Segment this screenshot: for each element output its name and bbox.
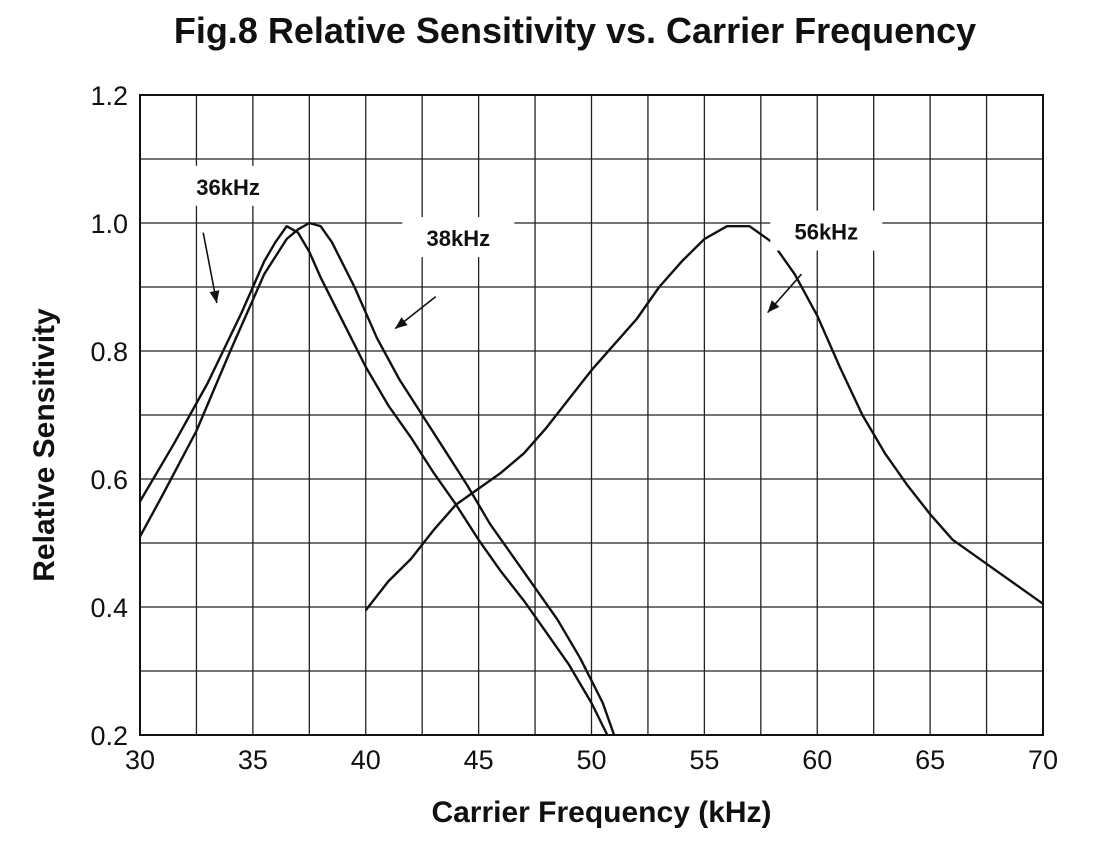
annotation-box	[770, 210, 883, 251]
x-tick-label: 55	[689, 745, 719, 775]
y-tick-label: 0.2	[90, 721, 128, 751]
annotation-box	[402, 217, 515, 257]
annotation-arrowhead	[209, 290, 220, 303]
series-annotation-label: 56kHz	[794, 220, 858, 245]
x-tick-label: 65	[915, 745, 945, 775]
y-tick-label: 0.8	[90, 337, 128, 367]
series-line-36kHz	[138, 224, 609, 736]
x-tick-label: 50	[576, 745, 606, 775]
grid-layer	[140, 95, 1043, 735]
y-tick-label: 0.4	[90, 593, 128, 623]
y-tick-label: 1.2	[90, 81, 128, 111]
annotation-arrowhead	[767, 300, 780, 313]
x-tick-label: 35	[238, 745, 268, 775]
series-layer	[138, 221, 1044, 736]
chart-title: Fig.8 Relative Sensitivity vs. Carrier F…	[173, 10, 977, 51]
x-tick-label: 60	[802, 745, 832, 775]
y-tick-label: 1.0	[90, 209, 128, 239]
plot-frame	[139, 94, 1044, 736]
y-tick-label: 0.6	[90, 465, 128, 495]
series-annotation-label: 38kHz	[427, 226, 491, 251]
tick-layer: 30 35 40 45 50 55 60 65 70 0.2 0.4 0.6 0.8 1.0 1.2	[90, 81, 1058, 775]
x-tick-label: 45	[464, 745, 494, 775]
y-axis-label: Relative Sensitivity	[28, 308, 61, 582]
series-line-38kHz	[138, 221, 616, 736]
x-tick-label: 30	[125, 745, 155, 775]
x-tick-label: 70	[1028, 745, 1058, 775]
annotation-box	[172, 165, 285, 206]
annotation-layer: 36kHz 38kHz 56kHz	[172, 165, 883, 330]
annotation-arrowhead	[395, 317, 408, 329]
series-annotation-label: 36kHz	[196, 175, 260, 200]
x-axis-label: Carrier Frequency (kHz)	[431, 796, 771, 829]
x-tick-label: 40	[351, 745, 381, 775]
series-line-56kHz	[364, 224, 1044, 611]
